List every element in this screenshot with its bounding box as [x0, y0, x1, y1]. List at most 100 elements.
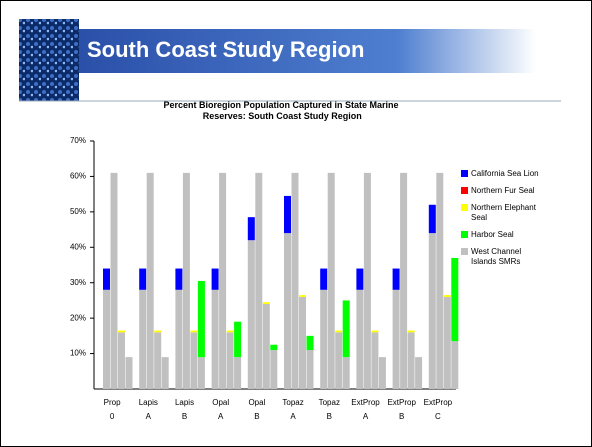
bar-segment [392, 268, 400, 290]
bar-segment [103, 268, 110, 290]
x-tick-label: ExtProp [424, 398, 453, 407]
bar-base [211, 289, 219, 389]
bar-base [270, 350, 278, 389]
bar-base [363, 172, 371, 389]
bar-segment [428, 204, 436, 234]
bar-segment [320, 268, 328, 290]
y-tick-label: 10% [70, 349, 86, 358]
bar-base [392, 289, 400, 389]
legend-label: Northern Elephant Seal [471, 203, 536, 222]
bar-segment [154, 330, 162, 333]
bar-segment [197, 280, 205, 358]
legend-item: California Sea Lion [461, 169, 541, 179]
legend-swatch [461, 248, 468, 255]
bar-base [219, 172, 227, 389]
bar-base [284, 233, 291, 389]
x-tick-label: A [363, 412, 369, 421]
legend-label: Northern Fur Seal [471, 186, 535, 195]
bar-base [125, 357, 133, 389]
bar-segment [262, 302, 270, 304]
bar-base [371, 332, 379, 389]
legend-item: Harbor Seal [461, 230, 541, 240]
bar-segment [407, 330, 415, 333]
bar-base [299, 296, 306, 389]
bar-segment [299, 295, 306, 297]
banner-image [19, 19, 79, 101]
y-tick-label: 30% [70, 278, 86, 287]
x-tick-label: A [290, 412, 296, 421]
bar-base [306, 350, 314, 389]
slide-title: South Coast Study Region [87, 37, 364, 62]
bar-segment [190, 330, 198, 333]
bar-segment [234, 321, 242, 358]
x-tick-label: Lapis [139, 398, 158, 407]
bar-base [320, 289, 328, 389]
x-tick-label: Lapis [175, 398, 194, 407]
bar-base [415, 357, 423, 389]
x-tick-label: A [146, 412, 152, 421]
legend-swatch [461, 170, 468, 177]
bar-base [356, 289, 364, 389]
bar-segment [451, 257, 459, 342]
legend-swatch [461, 231, 468, 238]
bar-base [262, 303, 270, 389]
bar-base [175, 289, 183, 389]
bar-base [103, 289, 110, 389]
bar-base [335, 332, 343, 389]
bar-segment [335, 330, 343, 333]
bar-segment [247, 217, 255, 241]
legend-item: Northern Elephant Seal [461, 203, 541, 223]
bar-base [226, 332, 234, 389]
x-tick-label: B [254, 412, 259, 421]
bar-segment [284, 195, 291, 234]
bar-segment [356, 268, 364, 290]
x-tick-label: B [399, 412, 404, 421]
x-tick-label: ExtProp [351, 398, 380, 407]
x-tick-label: B [182, 412, 187, 421]
bar-base [291, 172, 299, 389]
bar-segment [175, 268, 183, 290]
bar-base [110, 172, 118, 389]
bar-base [443, 296, 451, 389]
bar-base [182, 172, 190, 389]
legend-item: Northern Fur Seal [461, 186, 541, 196]
bar-base [197, 357, 205, 389]
bar-base [139, 289, 147, 389]
bar-base [400, 172, 408, 389]
chart-title: Percent Bioregion Population Captured in… [163, 100, 398, 121]
legend-label: California Sea Lion [471, 169, 539, 178]
bar-base [161, 357, 169, 389]
bar-segment [118, 330, 125, 333]
bar-segment [443, 295, 451, 297]
title-banner [76, 29, 536, 73]
x-tick-label: C [435, 412, 441, 421]
y-tick-label: 70% [70, 136, 86, 145]
x-tick-label: ExtProp [387, 398, 416, 407]
legend-item: West Channel Islands SMRs [461, 247, 541, 267]
bar-base [118, 332, 125, 389]
bar-segment [139, 268, 147, 290]
bar-segment [211, 268, 219, 290]
y-tick-label: 40% [70, 242, 86, 251]
legend-swatch [461, 204, 468, 211]
x-tick-label: 0 [110, 412, 115, 421]
x-tick-label: Topaz [282, 398, 303, 407]
bar-base [154, 332, 162, 389]
legend: California Sea Lion Northern Fur Seal Nort… [461, 169, 541, 274]
y-tick-label: 50% [70, 207, 86, 216]
legend-swatch [461, 187, 468, 194]
bar-base [190, 332, 198, 389]
bar-base [146, 172, 154, 389]
bar-segment [342, 300, 350, 358]
x-tick-label: A [218, 412, 224, 421]
bar-base [342, 357, 350, 389]
x-tick-label: Topaz [319, 398, 340, 407]
bar-segment [270, 344, 278, 351]
bar-base [378, 357, 386, 389]
bar-base [255, 172, 263, 389]
bar-base [451, 341, 459, 389]
x-tick-label: Prop [104, 398, 121, 407]
bar-segment [226, 330, 234, 333]
